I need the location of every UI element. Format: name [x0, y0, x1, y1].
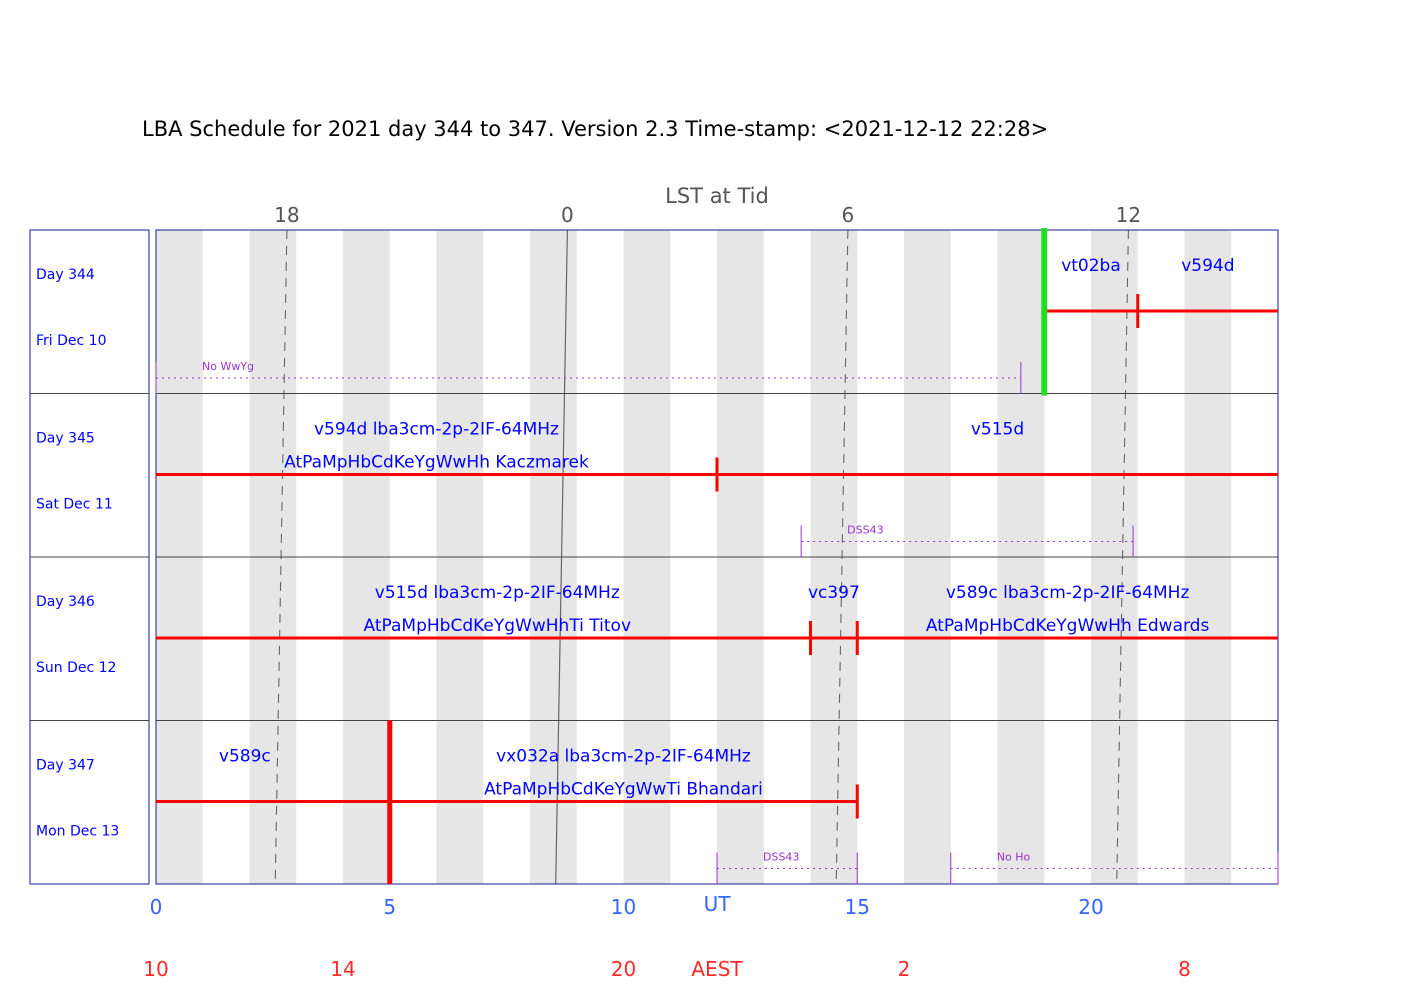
day-date-label: Sun Dec 12 [36, 660, 116, 676]
experiment-label: AtPaMpHbCdKeYgWwHhTi Titov [364, 616, 632, 636]
chart-title: LBA Schedule for 2021 day 344 to 347. Ve… [142, 117, 1048, 141]
note-label: No WwYg [202, 360, 254, 373]
day-date-label: Fri Dec 10 [36, 333, 107, 349]
experiment-label: v594d lba3cm-2p-2IF-64MHz [314, 420, 559, 440]
day-row: Day 344 Fri Dec 10 vt02ba v594d No WwYg [36, 228, 1278, 396]
day-number-label: Day 344 [36, 267, 95, 283]
axis-ticks: 0 5 10 15 20 10 14 20 2 8 [143, 895, 1191, 981]
aest-tick-label: 8 [1178, 957, 1191, 981]
experiment-label: AtPaMpHbCdKeYgWwTi Bhandari [484, 780, 763, 800]
day-date-label: Sat Dec 11 [36, 497, 113, 513]
day-number-label: Day 345 [36, 431, 95, 447]
experiment-label: v594d [1181, 256, 1234, 276]
aest-tick-label: 14 [330, 957, 355, 981]
experiment-label: vx032a lba3cm-2p-2IF-64MHz [496, 747, 751, 767]
day-number-label: Day 347 [36, 758, 95, 774]
chart-frame [29, 229, 1279, 885]
ut-tick-label: 5 [383, 895, 396, 919]
experiment-label: v515d [971, 420, 1024, 440]
ut-tick-label: 10 [611, 895, 636, 919]
note-label: DSS43 [763, 851, 799, 864]
lst-tick-label: 0 [561, 203, 574, 227]
experiment-label: vt02ba [1061, 256, 1121, 276]
experiment-label: v515d lba3cm-2p-2IF-64MHz [375, 583, 620, 603]
day-row: Day 347 Mon Dec 13 v589c vx032a lba3cm-2p-2… [36, 720, 1279, 885]
experiment-label: AtPaMpHbCdKeYgWwHh Edwards [926, 616, 1210, 636]
aest-tick-label: 20 [611, 957, 636, 981]
ut-tick-label: 15 [845, 895, 870, 919]
experiment-label: AtPaMpHbCdKeYgWwHh Kaczmarek [284, 453, 589, 473]
aest-tick-label: 10 [143, 957, 168, 981]
aest-axis-label: AEST [691, 957, 743, 981]
day-number-label: Day 346 [36, 594, 95, 610]
note-label: DSS43 [847, 524, 883, 537]
lst-axis-label: LST at Tid [665, 184, 769, 208]
experiment-label: vc397 [808, 583, 860, 603]
day-date-label: Mon Dec 13 [36, 824, 119, 840]
ut-tick-label: 0 [150, 895, 163, 919]
lst-tick-label: 12 [1116, 203, 1141, 227]
day-row: Day 346 Sun Dec 12 v515d lba3cm-2p-2IF-64M… [36, 583, 1278, 676]
ut-tick-label: 20 [1078, 895, 1103, 919]
note-label: No Ho [997, 851, 1031, 864]
experiment-label: v589c [219, 747, 271, 767]
ut-axis-label: UT [704, 892, 732, 916]
lst-tick-label: 6 [842, 203, 855, 227]
experiment-label: v589c lba3cm-2p-2IF-64MHz [946, 583, 1190, 603]
lst-tick-label: 18 [274, 203, 299, 227]
aest-tick-label: 2 [898, 957, 911, 981]
day-row: Day 345 Sat Dec 11 v594d lba3cm-2p-2IF-64M… [36, 420, 1278, 558]
